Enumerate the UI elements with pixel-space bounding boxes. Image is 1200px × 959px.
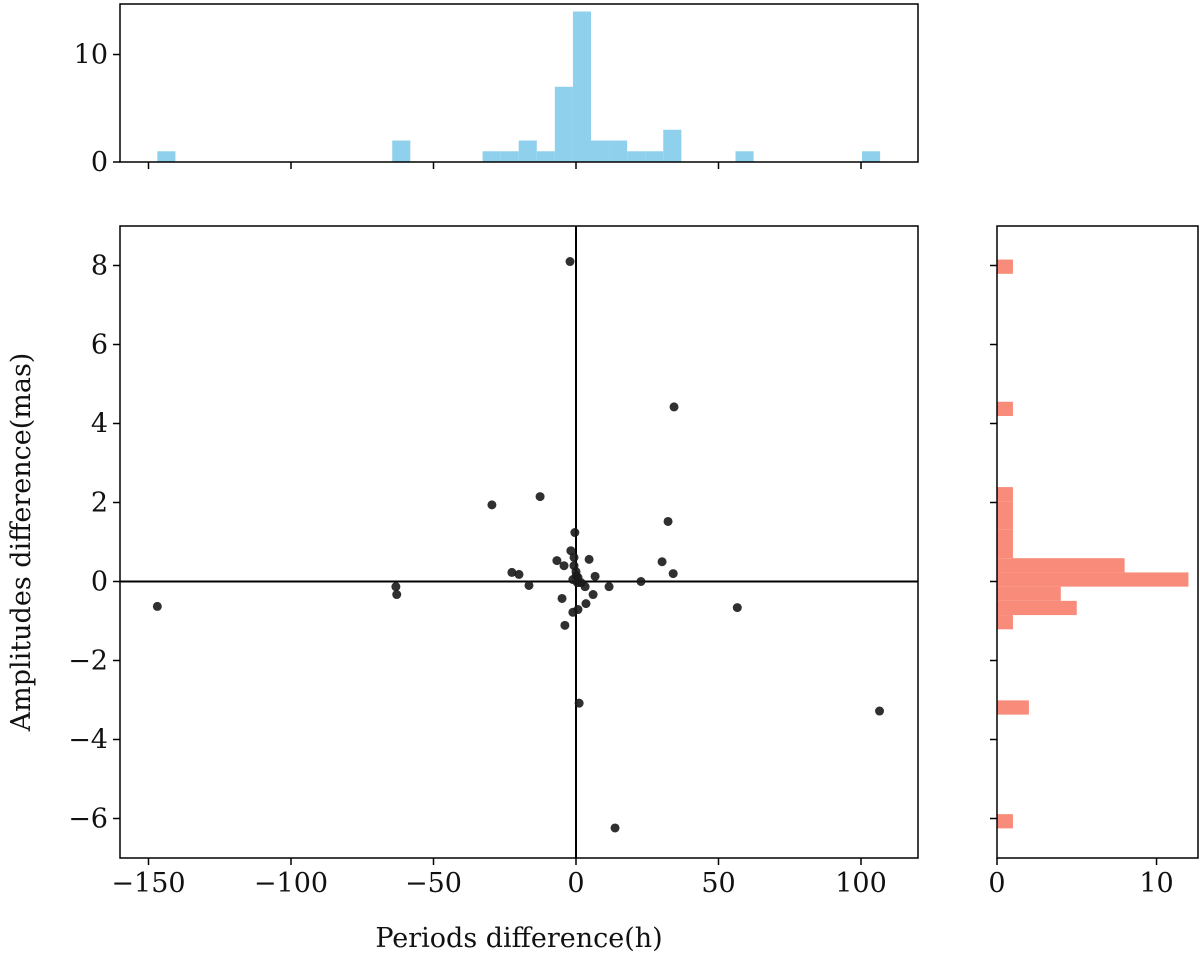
y-tick-label: 4 — [91, 409, 108, 440]
point — [663, 516, 673, 526]
point — [557, 593, 567, 603]
hist-bar — [500, 151, 519, 162]
point — [507, 567, 517, 577]
hist-bar — [609, 140, 628, 162]
x-tick-label: 0 — [988, 868, 1005, 899]
hist-bar — [997, 558, 1125, 573]
hist-bar — [735, 151, 754, 162]
y-tick-label: −4 — [68, 725, 108, 756]
hist-bar — [997, 586, 1061, 601]
point — [152, 601, 162, 611]
hist-bar — [997, 259, 1013, 274]
x-tick-label: −50 — [405, 868, 462, 899]
hist-bar — [997, 572, 1189, 587]
point — [570, 528, 580, 538]
point — [565, 257, 575, 267]
point — [668, 569, 678, 579]
y-tick-label: 10 — [74, 40, 108, 71]
point — [581, 599, 591, 609]
y-tick-label: −2 — [68, 646, 108, 677]
y-tick-label: 2 — [91, 488, 108, 519]
point — [669, 402, 679, 412]
point — [588, 590, 598, 600]
point — [590, 571, 600, 581]
y-tick-label: 8 — [91, 251, 108, 282]
point — [566, 546, 576, 556]
y-tick-label: 0 — [91, 147, 108, 178]
point — [610, 823, 620, 833]
y-axis-label: Amplitudes difference(mas) — [6, 353, 37, 733]
x-tick-label: −150 — [111, 868, 185, 899]
point — [487, 500, 497, 510]
hist-bar — [997, 529, 1013, 544]
hist-bar — [572, 11, 591, 163]
point — [514, 569, 524, 579]
x-axis-label: Periods difference(h) — [375, 923, 662, 954]
y-tick-label: 0 — [91, 567, 108, 598]
point — [392, 590, 402, 600]
point — [552, 556, 562, 566]
hist-bar — [536, 151, 555, 162]
point — [636, 577, 646, 586]
point — [604, 582, 614, 592]
hist-bar — [663, 129, 682, 162]
axes-frame — [119, 225, 919, 859]
hist-bar — [997, 600, 1077, 616]
point — [569, 552, 579, 562]
hist-bar — [518, 140, 537, 162]
point — [657, 557, 667, 567]
point — [560, 620, 570, 630]
x-tick-label: −100 — [254, 868, 328, 899]
hist-bar — [997, 543, 1013, 559]
x-tick-label: 10 — [1139, 868, 1173, 899]
point — [572, 578, 582, 588]
point — [559, 561, 569, 571]
axes-frame — [119, 3, 919, 163]
point — [574, 698, 584, 708]
point — [568, 607, 578, 617]
y-tick-label: −6 — [68, 804, 108, 835]
x-tick-label: 100 — [835, 868, 887, 899]
hist-bar — [997, 515, 1013, 530]
hist-bar — [645, 151, 664, 162]
hist-bar — [997, 700, 1029, 715]
point — [580, 582, 590, 592]
y-tick-label: 6 — [91, 330, 108, 361]
point — [875, 706, 885, 716]
point — [732, 603, 742, 613]
hist-bar — [627, 151, 646, 162]
hist-bar — [590, 140, 610, 162]
x-tick-label: 0 — [567, 868, 584, 899]
hist-bar — [997, 401, 1013, 416]
hist-bar — [392, 140, 411, 162]
axes-frame — [996, 225, 1199, 859]
point — [571, 571, 581, 581]
hist-bar — [482, 151, 501, 162]
point — [584, 554, 594, 564]
hist-bar — [554, 86, 573, 162]
x-tick-label: 50 — [701, 868, 735, 899]
hist-bar — [997, 501, 1013, 516]
point — [391, 582, 401, 592]
hist-bar — [997, 615, 1013, 630]
hist-bar — [157, 151, 176, 162]
point — [535, 492, 545, 502]
hist-bar — [997, 814, 1013, 829]
point — [524, 580, 534, 590]
hist-bar — [862, 151, 881, 162]
hist-bar — [997, 487, 1013, 502]
